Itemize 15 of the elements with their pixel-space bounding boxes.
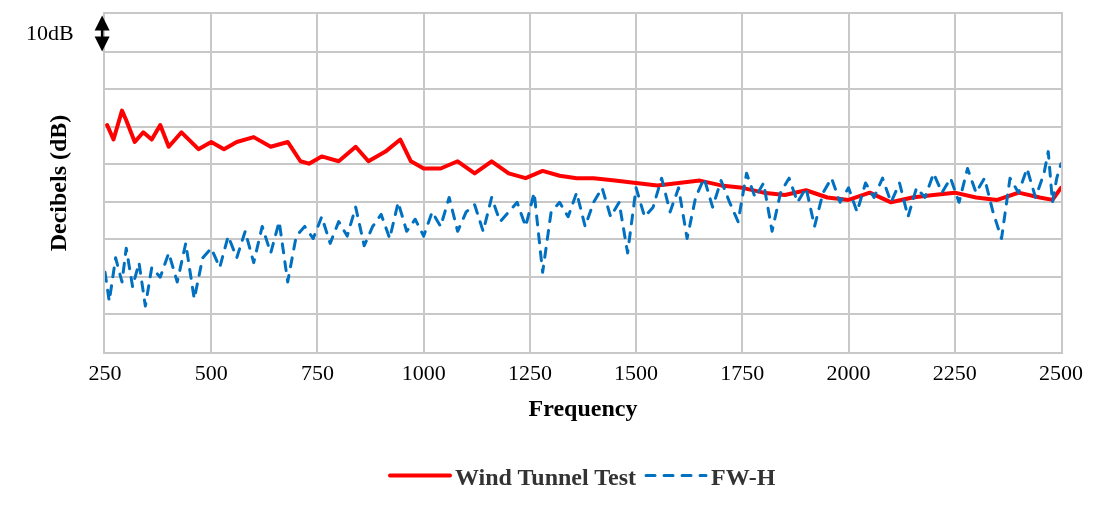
x-tick-label: 250	[88, 360, 122, 386]
x-tick-label: 2500	[1039, 360, 1083, 386]
x-tick-label: 2000	[826, 360, 871, 386]
x-tick-label: 1250	[507, 360, 552, 386]
x-tick-label: 1750	[720, 360, 765, 386]
x-tick-label: 2250	[932, 360, 977, 386]
text: 10dB	[26, 20, 74, 45]
x-tick-label: 1500	[614, 360, 659, 386]
legend-label: Wind Tunnel Test	[455, 463, 637, 490]
x-tick-label: 750	[300, 360, 334, 386]
x-tick-label: 1000	[401, 360, 446, 386]
y-axis-title: Decibels (dB)	[44, 114, 71, 252]
legend-label: FW-H	[711, 463, 776, 490]
x-axis-title: Frequency	[528, 394, 638, 421]
x-tick-label: 500	[194, 360, 228, 386]
